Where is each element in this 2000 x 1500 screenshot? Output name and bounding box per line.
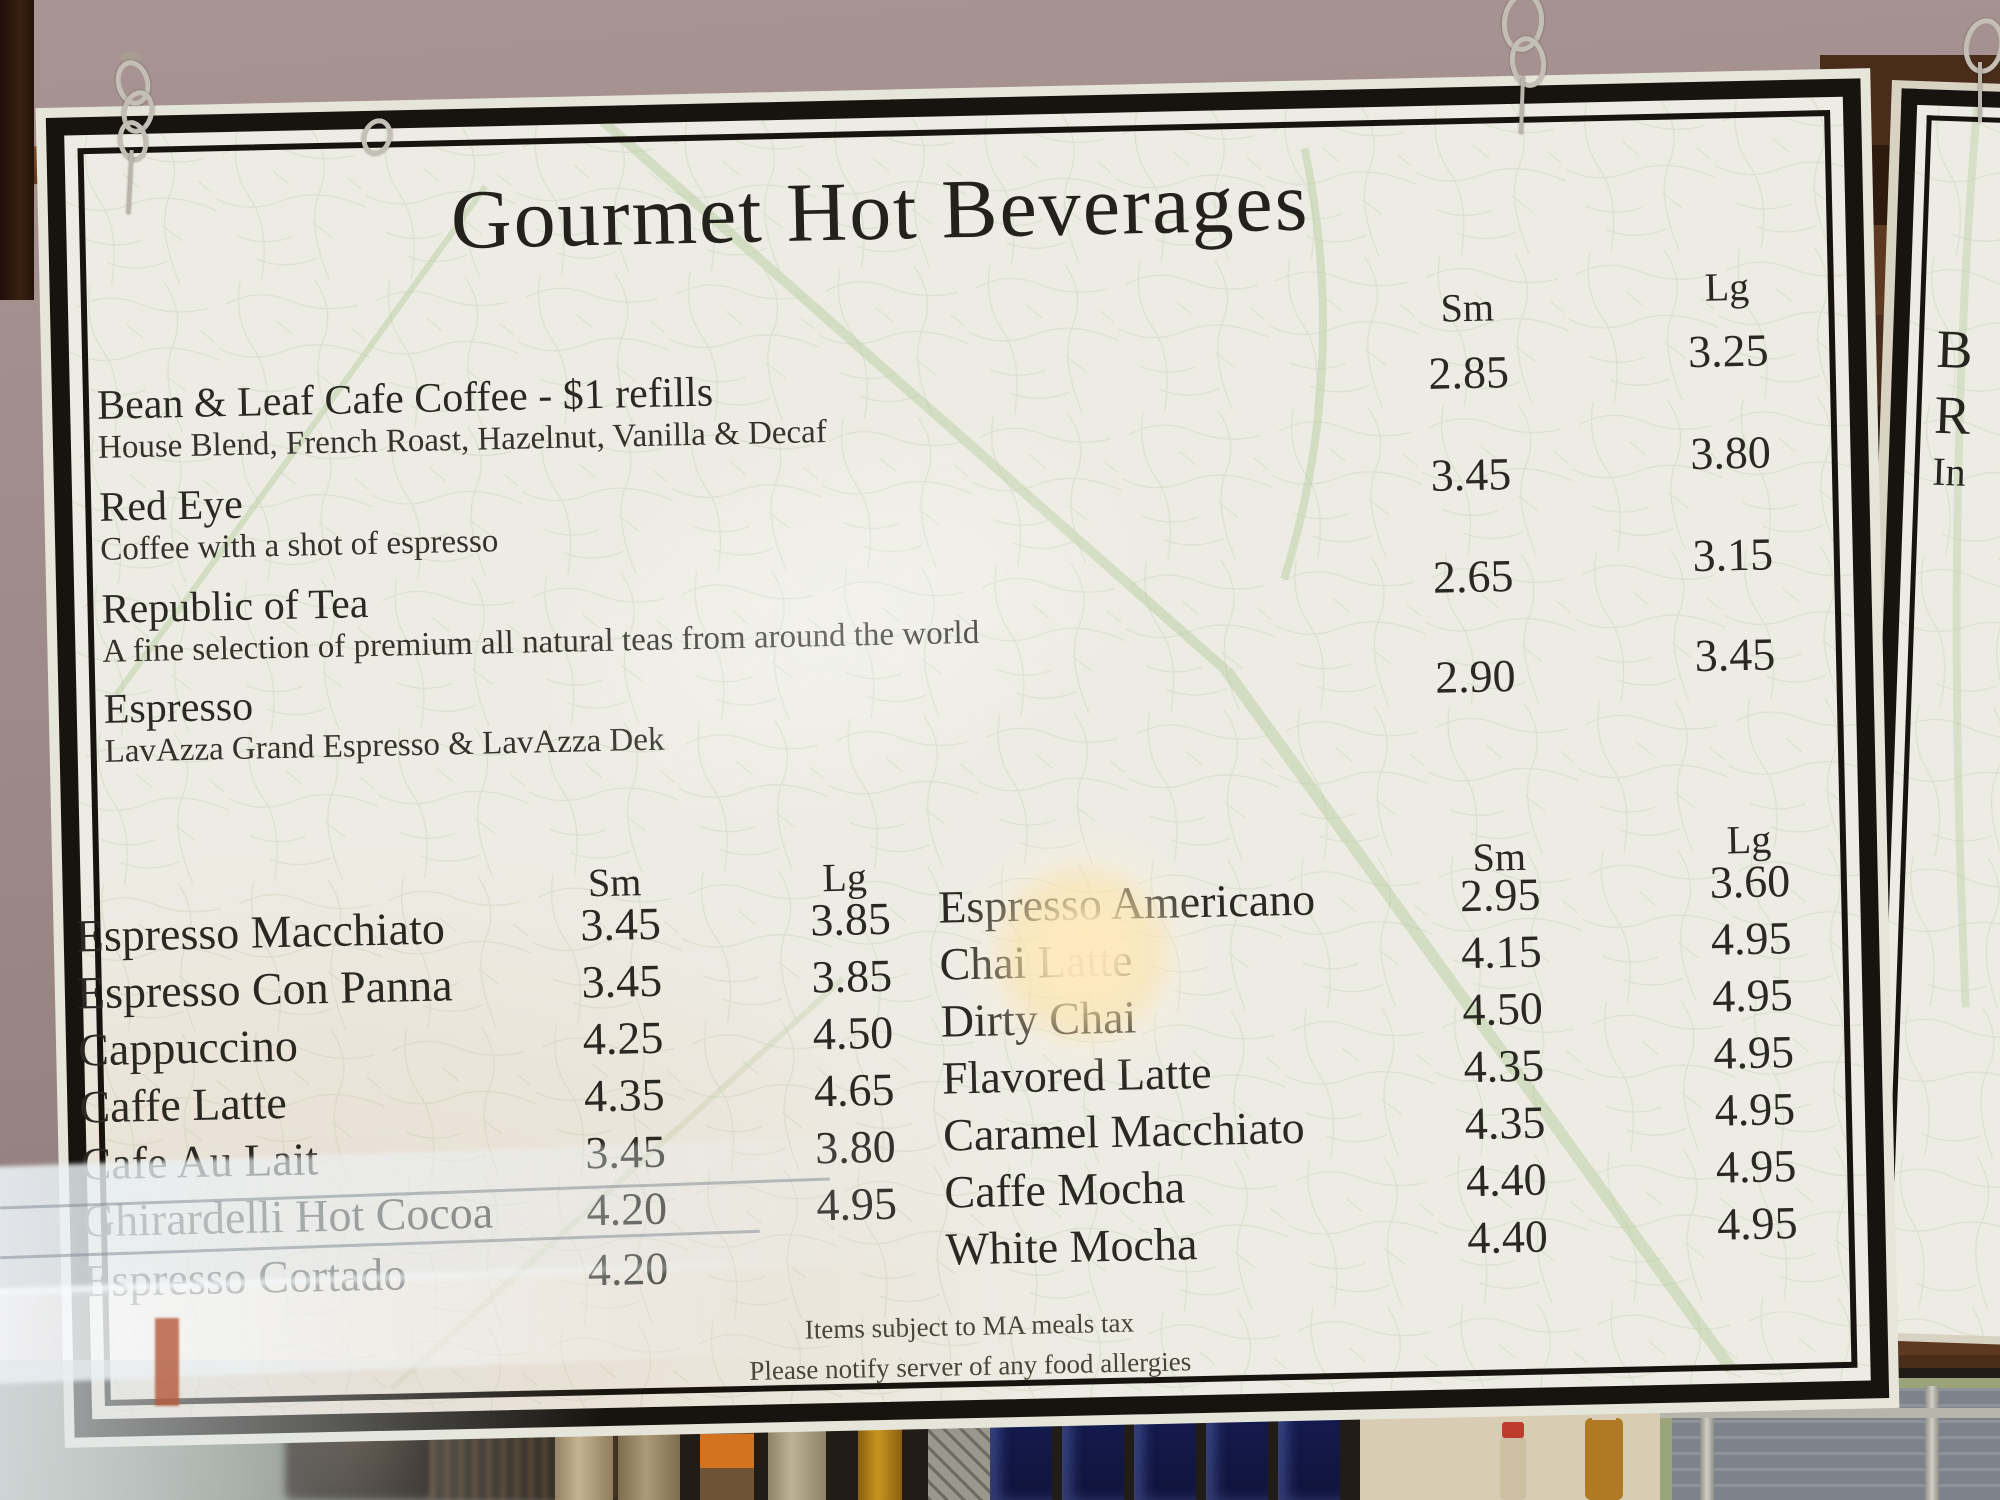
price-sm: 2.85 [1427, 346, 1510, 399]
side-menu-text: R [1933, 384, 1972, 446]
side-menu-text: In [1931, 448, 1967, 495]
price-sm: 4.50 [1461, 982, 1544, 1036]
reflected-red-object [155, 1318, 179, 1406]
menu-item-name: Republic of Tea [101, 581, 369, 633]
menu-item-name: Chai Latte [938, 934, 1133, 990]
size-header-sm: Sm [1440, 284, 1495, 331]
menu-item-name: Caffe Mocha [943, 1161, 1186, 1218]
leaf-texture [1874, 104, 2000, 1339]
leaf-texture [64, 96, 1871, 1420]
menu-item-name: Flavored Latte [941, 1046, 1212, 1104]
price-sm: 4.40 [1466, 1210, 1549, 1264]
small-amber-bottle [1585, 1406, 1623, 1500]
steel-rack-bar [1660, 1408, 2000, 1418]
price-lg: 4.95 [1710, 912, 1792, 965]
menu-board-frame: Gourmet Hot Beverages Sm Lg Bean & Leaf … [45, 78, 1890, 1438]
menu-item-name: Espresso Americano [937, 873, 1316, 933]
price-lg: 3.60 [1709, 855, 1791, 908]
hanging-wire [1978, 62, 1982, 122]
price-sm: 2.95 [1459, 868, 1541, 922]
menu-board: Gourmet Hot Beverages Sm Lg Bean & Leaf … [35, 68, 1900, 1448]
menu-item-description: Coffee with a shot of espresso [99, 523, 499, 568]
menu-item-name: Red Eye [98, 481, 244, 531]
price-sm: 3.45 [1430, 448, 1512, 501]
wood-post [0, 0, 34, 300]
price-lg: 4.95 [1712, 1026, 1795, 1079]
price-sm: 4.35 [1463, 1039, 1545, 1093]
price-sm: 4.40 [1465, 1153, 1548, 1207]
menu-item-name: Dirty Chai [940, 991, 1137, 1047]
price-lg: 4.95 [1714, 1083, 1796, 1136]
price-lg: 3.15 [1691, 528, 1774, 582]
price-lg: 3.45 [1694, 628, 1776, 682]
price-lg: 4.95 [1711, 969, 1794, 1022]
side-menu-fragment: B R In [1848, 80, 2000, 1347]
menu-title: Gourmet Hot Beverages [449, 155, 1311, 268]
price-lg: 3.80 [1689, 426, 1772, 480]
price-sm: 4.35 [1464, 1096, 1546, 1150]
price-lg: 3.25 [1687, 324, 1770, 378]
ceiling-anchor [120, 52, 142, 64]
side-menu-text: B [1935, 318, 1974, 380]
steel-rack-leg [1925, 1386, 1939, 1500]
menu-item-name: Espresso [103, 683, 254, 733]
size-header-lg: Lg [1704, 263, 1750, 310]
price-lg: 4.95 [1715, 1140, 1797, 1193]
price-sm: 2.65 [1432, 550, 1514, 603]
menu-item-name: White Mocha [945, 1218, 1198, 1275]
price-lg: 4.95 [1716, 1197, 1799, 1250]
menu-item-name: Caramel Macchiato [942, 1101, 1306, 1161]
price-sm: 2.90 [1434, 650, 1517, 703]
small-bottle-red-cap [1500, 1422, 1526, 1500]
price-sm: 4.15 [1460, 925, 1543, 979]
